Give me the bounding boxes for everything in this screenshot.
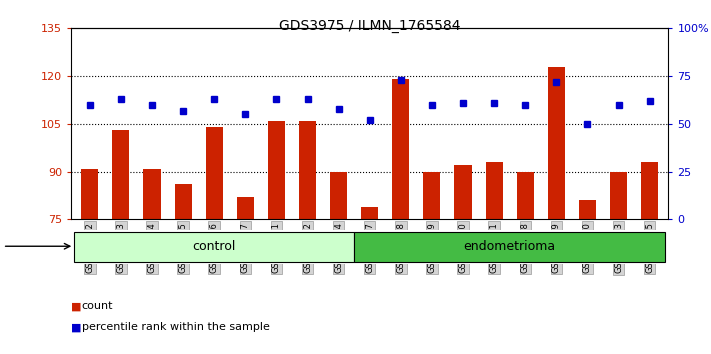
Text: control: control xyxy=(193,240,236,253)
Bar xyxy=(144,169,161,219)
Bar xyxy=(517,172,534,219)
Bar xyxy=(205,127,223,219)
Bar xyxy=(112,130,129,219)
Text: count: count xyxy=(82,301,113,311)
Bar xyxy=(330,172,347,219)
Bar xyxy=(579,200,596,219)
Bar xyxy=(268,121,285,219)
Bar xyxy=(74,232,354,262)
Bar xyxy=(237,197,254,219)
Text: endometrioma: endometrioma xyxy=(464,240,556,253)
Text: ■: ■ xyxy=(71,322,82,332)
Bar xyxy=(641,162,658,219)
Bar xyxy=(423,172,441,219)
Bar xyxy=(354,232,665,262)
Text: ■: ■ xyxy=(71,301,82,311)
Bar xyxy=(454,165,471,219)
Bar xyxy=(392,79,410,219)
Bar xyxy=(610,172,627,219)
Bar xyxy=(486,162,503,219)
Bar xyxy=(174,184,192,219)
Bar xyxy=(299,121,316,219)
Text: percentile rank within the sample: percentile rank within the sample xyxy=(82,322,269,332)
Bar xyxy=(361,207,378,219)
Bar xyxy=(547,67,565,219)
Bar xyxy=(81,169,98,219)
Text: GDS3975 / ILMN_1765584: GDS3975 / ILMN_1765584 xyxy=(279,19,461,34)
